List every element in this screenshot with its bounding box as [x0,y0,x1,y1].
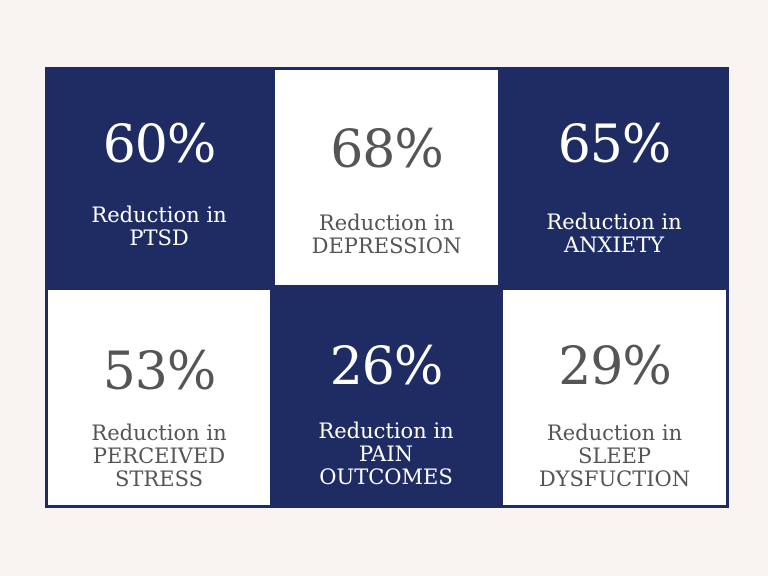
stat-tile-anxiety: 65% Reduction in ANXIETY [499,67,729,288]
stat-label: Reduction in SLEEP DYSFUCTION [503,422,726,491]
stat-label: Reduction in PTSD [45,204,273,250]
stat-percentage: 60% [102,115,217,175]
stat-percentage: 29% [558,337,672,397]
stat-percentage: 68% [330,120,444,180]
stat-percentage: 26% [329,337,444,397]
stat-label-line: OUTCOMES [319,465,453,489]
stat-tile-sleep-dysfunction: 29% Reduction in SLEEP DYSFUCTION [503,290,726,505]
stat-tile-depression: 68% Reduction in DEPRESSION [275,70,498,285]
stats-grid: 60% Reduction in PTSD 68% Reduction in D… [45,67,729,508]
stat-label-line: SLEEP [577,444,652,468]
stat-label: Reduction in PAIN OUTCOMES [273,420,499,489]
stat-label-line: PAIN [358,442,414,466]
stat-label: Reduction in DEPRESSION [275,212,498,258]
stat-tile-ptsd: 60% Reduction in PTSD [45,67,273,288]
stat-label-line: Reduction in [318,419,454,443]
stat-label-line: DEPRESSION [311,234,462,258]
stat-label-line: Reduction in [546,210,682,234]
stat-label: Reduction in PERCEIVED STRESS [48,422,270,491]
stat-label-line: STRESS [115,467,203,491]
stat-label-line: Reduction in [546,421,683,445]
stat-tile-pain-outcomes: 26% Reduction in PAIN OUTCOMES [273,288,499,508]
stat-percentage: 53% [102,342,217,402]
stat-label-line: DYSFUCTION [538,467,691,491]
stat-percentage: 65% [557,115,672,175]
stat-label-line: PERCEIVED [92,444,226,468]
stat-label-line: ANXIETY [564,233,664,257]
stat-label-line: Reduction in [318,211,455,235]
stat-label-line: PTSD [129,226,189,250]
stat-tile-perceived-stress: 53% Reduction in PERCEIVED STRESS [48,290,270,505]
stat-label: Reduction in ANXIETY [499,211,729,257]
stat-label-line: Reduction in [91,421,227,445]
stat-label-line: Reduction in [91,203,227,227]
